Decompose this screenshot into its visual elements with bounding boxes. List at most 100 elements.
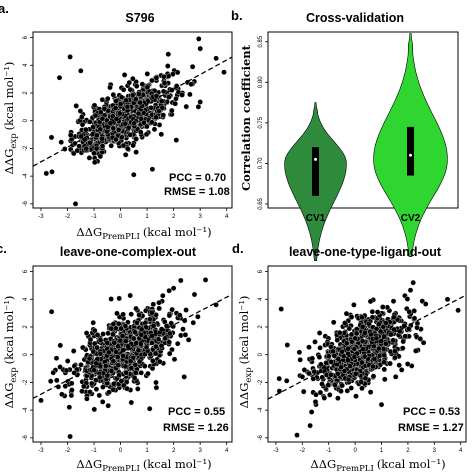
scatter-point [359, 314, 365, 321]
scatter-point [71, 370, 77, 376]
scatter-point [156, 299, 162, 306]
x-tick-label: -2 [300, 448, 306, 454]
scatter-point [351, 346, 357, 352]
scatter-point [81, 383, 87, 390]
plot-area [267, 31, 459, 261]
scatter-point [370, 363, 376, 370]
scatter-point [327, 392, 333, 398]
scatter-point [371, 356, 378, 362]
y-tick-label: 2 [258, 325, 264, 329]
scatter-point [91, 159, 98, 166]
panel-title: S796 [125, 11, 154, 25]
scatter-point [165, 51, 172, 57]
x-tick-label: 4 [225, 448, 229, 454]
scatter-point [151, 126, 158, 133]
scatter-point [332, 382, 338, 388]
scatter-point [311, 368, 318, 375]
scatter-point [127, 132, 133, 138]
scatter-point [110, 321, 117, 327]
scatter-point [196, 36, 202, 42]
y-tick-label: 4 [258, 297, 264, 301]
scatter-point [157, 358, 163, 365]
scatter-point [382, 376, 388, 383]
x-tick-label: 0 [353, 448, 357, 454]
scatter-point [92, 112, 99, 119]
scatter-point [316, 330, 323, 336]
scatter-point [120, 142, 127, 149]
scatter-point [283, 378, 290, 384]
scatter-point [330, 348, 336, 355]
scatter-point [143, 131, 150, 138]
scatter-point [111, 339, 118, 346]
scatter-point [105, 402, 111, 409]
scatter-point [120, 353, 126, 359]
scatter-point [345, 357, 351, 364]
y-axis-label-unit: (kcal mol⁻¹) [2, 296, 16, 365]
y-axis-label-main: ΔΔG [237, 383, 251, 409]
x-axis-label-sub: PremPLI [336, 464, 374, 474]
scatter-point [122, 152, 129, 158]
scatter-point [99, 143, 106, 149]
x-axis-label: ΔΔGPremPLI (kcal mol⁻¹) [76, 457, 211, 474]
scatter-point [135, 347, 142, 354]
scatter-point [56, 74, 63, 81]
scatter-point [334, 337, 341, 343]
scatter-point [278, 306, 284, 312]
scatter-point [78, 133, 84, 140]
scatter-point [380, 304, 386, 310]
scatter-point [90, 319, 96, 326]
y-tick-label: -6 [258, 435, 264, 441]
x-axis-label-unit: (kcal mol⁻¹) [377, 457, 446, 471]
x-axis-label-main: ΔΔG [76, 225, 102, 239]
x-tick-label: 2 [406, 448, 410, 454]
scatter-point [341, 330, 348, 336]
scatter-point [57, 364, 63, 370]
scatter-point [417, 336, 424, 342]
scatter-point [367, 298, 374, 305]
panel-label: a. [0, 1, 9, 16]
scatter-point [96, 392, 103, 399]
scatter-point [138, 332, 145, 338]
scatter-point [402, 333, 408, 339]
scatter-point [359, 324, 366, 330]
y-tick-label: 0 [23, 352, 29, 356]
scatter-point [221, 69, 227, 75]
scatter-point [138, 370, 144, 376]
scatter-point [121, 382, 127, 389]
scatter-point [173, 83, 180, 89]
scatter-point [351, 302, 357, 308]
scatter-point [114, 354, 121, 360]
y-tick-label: 0.80 [258, 76, 264, 88]
scatter-point [107, 84, 113, 91]
scatter-point [58, 139, 64, 145]
scatter-point [362, 330, 368, 336]
scatter-point [131, 120, 137, 127]
y-tick-label: -4 [23, 173, 29, 179]
scatter-point [170, 285, 177, 291]
scatter-point [378, 401, 385, 408]
scatter-point [84, 396, 90, 402]
scatter-point [345, 376, 352, 383]
y-tick-label: 0.75 [258, 116, 264, 128]
scatter-point [181, 374, 187, 380]
x-tick-label: -1 [326, 448, 332, 454]
scatter-point [213, 55, 219, 62]
scatter-point [339, 382, 345, 389]
scatter-point [124, 145, 131, 152]
scatter-point [135, 386, 141, 392]
scatter-point [381, 359, 387, 365]
scatter-point [115, 343, 121, 349]
scatter-point [79, 121, 86, 128]
scatter-point [343, 340, 350, 347]
scatter-point [123, 97, 129, 104]
x-tick-label: -3 [38, 214, 44, 220]
scatter-point [174, 340, 181, 347]
scatter-point [178, 277, 184, 284]
scatter-point [410, 279, 416, 286]
scatter-point [328, 372, 334, 378]
scatter-point [362, 375, 369, 382]
scatter-point [366, 320, 372, 327]
scatter-point [153, 93, 160, 99]
y-tick-label: -2 [23, 379, 29, 385]
scatter-point [110, 125, 117, 132]
